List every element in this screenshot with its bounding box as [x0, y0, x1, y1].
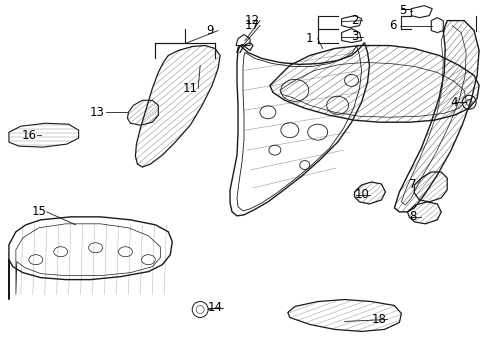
- Text: 13: 13: [90, 106, 105, 119]
- Text: 1: 1: [305, 32, 313, 45]
- Text: 17: 17: [244, 19, 259, 32]
- Text: 2: 2: [350, 14, 358, 27]
- Text: 10: 10: [354, 188, 369, 202]
- Text: 16: 16: [21, 129, 36, 142]
- Text: 4: 4: [449, 96, 457, 109]
- Text: 9: 9: [206, 24, 213, 37]
- Text: 5: 5: [398, 4, 405, 17]
- Text: 18: 18: [371, 313, 386, 326]
- Text: 14: 14: [207, 301, 222, 314]
- Text: 15: 15: [31, 205, 46, 219]
- Text: 8: 8: [408, 210, 416, 223]
- Text: 6: 6: [388, 19, 395, 32]
- Text: 7: 7: [408, 179, 416, 192]
- Text: 12: 12: [244, 14, 259, 27]
- Text: 11: 11: [183, 82, 197, 95]
- Text: 3: 3: [350, 30, 358, 43]
